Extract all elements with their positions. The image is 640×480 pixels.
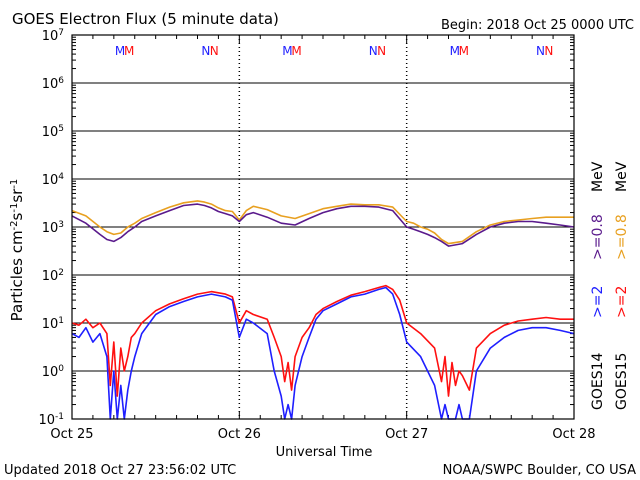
mn-marker: N xyxy=(369,44,378,58)
mn-marker: M xyxy=(282,44,292,58)
y-axis-label: Particles cm-2s-1sr-1 xyxy=(8,179,26,322)
mn-marker: N xyxy=(536,44,545,58)
legend-goes15: GOES15 xyxy=(614,353,630,410)
legend-goes14: GOES14 xyxy=(590,352,606,410)
mn-marker: N xyxy=(201,44,210,58)
legend-goes15-low: >=0.8 xyxy=(614,214,630,260)
y-tick-label: 104 xyxy=(42,172,65,188)
legend-unit-15: MeV xyxy=(614,161,630,192)
svg-text:GOES15: GOES15 xyxy=(614,353,630,410)
series-line-1 xyxy=(71,203,575,247)
updated-time: Updated 2018 Oct 27 23:56:02 UTC xyxy=(4,463,236,478)
mn-marker: M xyxy=(291,44,301,58)
svg-text:>=2: >=2 xyxy=(590,286,606,318)
x-tick-label: Oct 26 xyxy=(218,427,261,442)
legend-goes14-high: >=2 xyxy=(590,286,606,318)
svg-text:>=0.8: >=0.8 xyxy=(614,214,630,260)
svg-text:MeV: MeV xyxy=(614,161,630,192)
x-tick-label: Oct 27 xyxy=(385,427,428,442)
y-tick-label: 100 xyxy=(42,364,65,380)
y-tick-label: 101 xyxy=(42,316,64,332)
legend-goes15-high: >=2 xyxy=(614,286,630,318)
chart-title: GOES Electron Flux (5 minute data) xyxy=(12,10,279,28)
x-tick-labels: Oct 25 Oct 26 Oct 27 Oct 28 xyxy=(50,427,595,442)
y-tick-label: 107 xyxy=(42,28,64,44)
credit: NOAA/SWPC Boulder, CO USA xyxy=(443,463,636,478)
series-line-3 xyxy=(71,286,575,420)
svg-text:Particles cm-2s-1sr-1: Particles cm-2s-1sr-1 xyxy=(8,179,26,322)
mn-markers: MM N N MM N N MM N N xyxy=(115,44,553,58)
svg-text:>=2: >=2 xyxy=(614,286,630,318)
mn-marker: N xyxy=(377,44,386,58)
x-axis-label: Universal Time xyxy=(276,445,373,460)
mn-marker: N xyxy=(210,44,219,58)
x-tick-label: Oct 28 xyxy=(552,427,595,442)
mn-marker: M xyxy=(124,44,134,58)
legend-goes14-low: >=0.8 xyxy=(590,214,606,260)
begin-time: Begin: 2018 Oct 25 0000 UTC xyxy=(441,18,634,33)
svg-text:GOES14: GOES14 xyxy=(590,352,606,410)
mn-marker: N xyxy=(544,44,553,58)
y-tick-label: 10-1 xyxy=(38,412,64,428)
svg-text:>=0.8: >=0.8 xyxy=(590,214,606,260)
mn-marker: M xyxy=(459,44,469,58)
y-tick-label: 102 xyxy=(42,268,64,284)
legend-unit-14: MeV xyxy=(590,161,606,192)
mn-marker: M xyxy=(450,44,460,58)
x-tick-label: Oct 25 xyxy=(50,427,93,442)
y-tick-label: 105 xyxy=(42,124,64,140)
mn-marker: M xyxy=(115,44,125,58)
grid xyxy=(71,35,575,419)
series xyxy=(71,200,575,420)
y-tick-labels: 10-1 100 101 102 103 104 105 106 107 xyxy=(38,28,64,428)
y-tick-label: 106 xyxy=(42,76,65,92)
y-tick-label: 103 xyxy=(42,220,64,236)
svg-text:MeV: MeV xyxy=(590,161,606,192)
plot-frame xyxy=(71,34,575,420)
series-line-2 xyxy=(71,284,574,397)
series-line-0 xyxy=(71,200,574,245)
legend: GOES14 GOES15 >=2 >=2 >=0.8 >=0.8 MeV Me… xyxy=(590,161,630,410)
